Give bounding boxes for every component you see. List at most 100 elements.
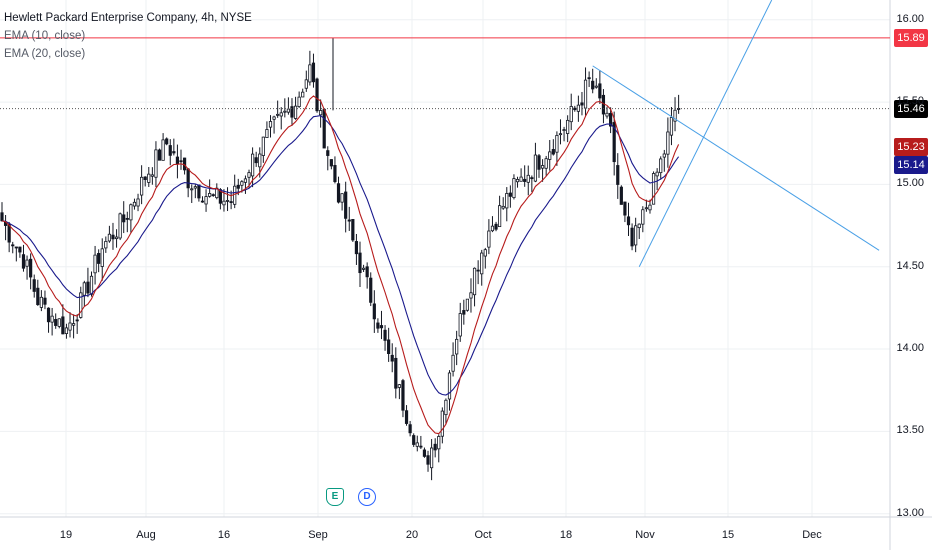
earnings-event-icon[interactable]: E [326,488,344,506]
candle-body [272,116,276,120]
candle-body [483,249,487,257]
candle-body [243,178,248,183]
candle-body [57,318,61,327]
candles [0,37,681,481]
candle-body [623,201,627,216]
candle-body [433,443,437,451]
candle-body [32,279,36,292]
chart-title: Hewlett Packard Enterprise Company, 4h, … [4,12,252,24]
candle-body [501,205,505,209]
x-tick-label: Aug [136,529,156,541]
candle-body [315,78,319,112]
candle-body [168,145,172,156]
candle-body [562,129,566,132]
candle-body [114,236,119,240]
candle-body [100,248,104,267]
candle-body [548,151,552,160]
candle-body [211,194,215,197]
candle-body [530,177,534,180]
candle-body [344,191,348,219]
candle-body [566,119,570,134]
candle-body [490,225,495,232]
x-tick-label: 19 [59,529,73,541]
candle-body [21,254,26,269]
candle-body [129,204,133,221]
candle-body [580,102,584,106]
candle-body [637,223,641,229]
y-tick-label: 14.00 [896,342,924,355]
candle-body [250,153,255,177]
candle-body [29,258,33,278]
ema10-price-tag: 15.23 [894,137,928,156]
candle-body [429,447,434,469]
candle-body [351,219,355,241]
candle-body [673,109,677,122]
candle-body [147,173,151,183]
dividend-event-icon[interactable]: D [358,488,376,506]
candle-body [204,196,208,205]
candle-body [626,216,631,226]
candle-body [125,217,129,220]
candle-body [401,380,405,411]
candle-body [297,96,301,107]
x-tick-label: Sep [308,529,328,541]
candle-body [655,171,659,177]
trendline-ascending [638,0,773,267]
candle-body [666,131,670,155]
candle-body [304,79,308,89]
candle-body [634,225,638,246]
candle-body [372,303,376,320]
candle-body [293,105,298,119]
candle-body [458,313,462,337]
candle-body [104,241,108,249]
candle-body [11,244,15,247]
candle-body [619,186,623,205]
ema20-legend[interactable]: EMA (20, close) [4,48,86,60]
candle-body [404,410,409,424]
candle-body [444,399,448,416]
candle-body [79,292,83,318]
candle-body [469,292,473,299]
ema20-line [1,115,680,396]
candle-body [447,372,452,400]
candle-body [286,108,291,113]
candle-body [111,234,115,240]
candle-body [68,322,72,331]
candle-body [165,138,169,145]
candle-body [326,150,330,156]
candle-body [190,188,194,191]
candle-body [630,227,634,247]
candle-body [247,172,251,178]
candle-body [390,354,394,362]
x-tick-label: Oct [474,529,492,541]
candle-body [476,269,480,272]
candle-body [258,153,262,168]
candle-body [508,192,512,197]
candle-body [50,315,54,323]
candle-body [54,319,58,326]
candle-body [268,121,273,128]
candle-body [290,106,294,118]
candle-body [408,424,412,434]
candle-body [154,149,158,178]
candle-body [555,135,559,153]
candle-body [612,122,616,163]
candle-body [465,298,470,311]
y-tick-label: 14.50 [896,259,924,272]
candle-body [551,149,555,155]
candle-body [218,189,222,204]
candle-body [175,156,180,165]
candle-body [222,200,226,206]
candle-body [308,64,312,83]
candle-body [279,112,283,117]
ema10-legend[interactable]: EMA (10, close) [4,30,86,42]
candle-body [605,112,609,117]
candle-body [107,233,111,242]
candle-body [179,160,183,163]
candle-body [455,338,459,355]
candle-body [419,445,423,448]
trendline-descending [592,65,880,251]
candle-body [0,212,4,222]
